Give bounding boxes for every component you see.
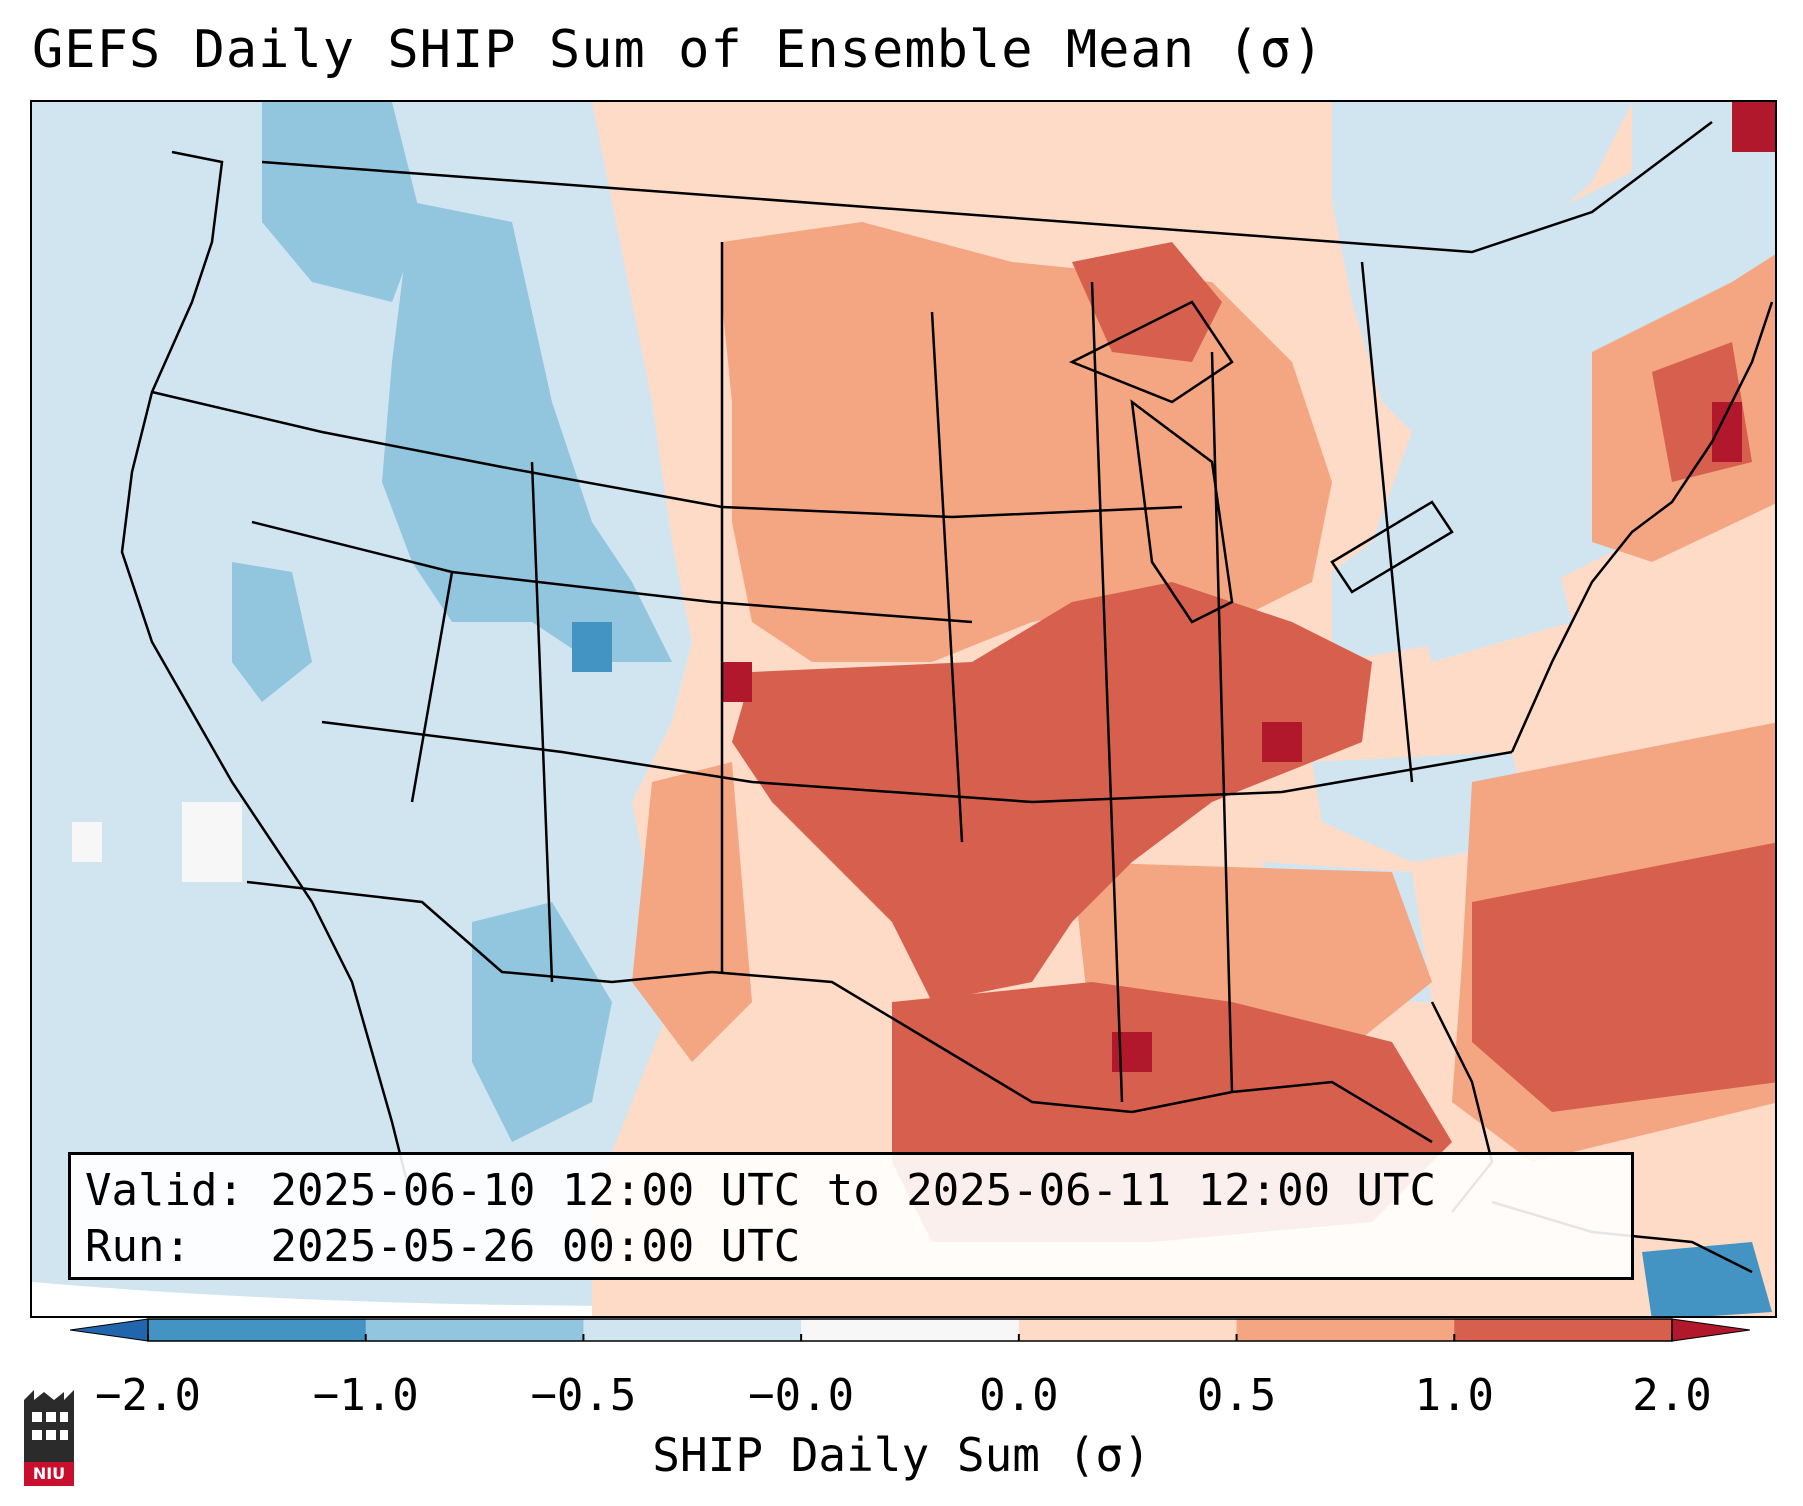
valid-value: 2025-06-10 12:00 UTC to 2025-06-11 12:00… (270, 1165, 1437, 1216)
colorbar-segment (148, 1319, 367, 1341)
lake-erie (1330, 500, 1454, 594)
colorbar-outline (147, 1318, 1673, 1342)
border-north (151, 390, 1183, 519)
pacific-coastline (120, 150, 414, 1203)
atlantic-coastline (1510, 301, 1774, 753)
colorbar-tick-label: 1.0 (1414, 1370, 1495, 1421)
nv-border (410, 571, 454, 803)
appalachian-border (1360, 261, 1414, 783)
field-blue-nw (262, 102, 422, 302)
field-blue-rockies (382, 202, 672, 662)
spot-blue-caribbean (1642, 1242, 1772, 1316)
colorbar-tick-label: 0.5 (1196, 1370, 1277, 1421)
lake-superior (1068, 300, 1234, 404)
colorbar-tick-label: 2.0 (1632, 1370, 1712, 1421)
valid-row: Valid: 2025-06-10 12:00 UTC to 2025-06-1… (85, 1163, 1617, 1219)
colorbar-segments (70, 1318, 1750, 1342)
plains-border-2 (930, 311, 964, 843)
colorbar-tick-label: −1.0 (312, 1370, 419, 1421)
patch-white-pacific-2 (72, 822, 102, 862)
field-blue-mexico (472, 902, 612, 1142)
colorbar-tick-label: 0.0 (979, 1370, 1059, 1421)
spot-blue-co (572, 622, 612, 672)
colorbar-segment (1236, 1319, 1455, 1341)
colorbar-segment (1018, 1319, 1238, 1341)
east-border (1210, 351, 1234, 1093)
colorbar-extend-low (70, 1318, 149, 1342)
colorbar-label: SHIP Daily Sum (σ) (652, 1428, 1151, 1482)
ms-river (1090, 281, 1124, 1103)
az-nm-border (530, 461, 554, 983)
field-ne-neutral (1332, 102, 1632, 432)
map-panel[interactable] (30, 100, 1777, 1318)
gulf-coastline (246, 880, 1433, 1144)
colorbar-segment (365, 1319, 584, 1341)
run-label: Run: (85, 1221, 191, 1272)
run-row: Run: 2025-05-26 00:00 UTC (85, 1219, 1617, 1275)
run-value: 2025-05-26 00:00 UTC (270, 1221, 801, 1272)
field-blue-nv (232, 562, 312, 702)
field-dark-red-central (732, 582, 1372, 1002)
lake-michigan (1130, 399, 1234, 624)
colorbar-extend-high (1671, 1318, 1750, 1342)
field-dark-red-superior (1072, 242, 1222, 362)
valid-label: Valid: (85, 1165, 244, 1216)
colorbar-tick-label: −0.0 (748, 1370, 855, 1421)
logo-text: NIU (32, 1464, 66, 1483)
border-mid (251, 520, 973, 624)
colorbar-tick-label: −0.5 (530, 1370, 637, 1421)
patch-white-pacific (182, 802, 242, 882)
boundaries (120, 121, 1774, 1274)
colorbar-segment (1454, 1319, 1673, 1341)
info-box: Valid: 2025-06-10 12:00 UTC to 2025-06-1… (68, 1152, 1634, 1280)
spot-deep-red-corner (1732, 102, 1775, 152)
niu-logo-icon (24, 1390, 74, 1486)
colorbar (70, 1318, 1750, 1342)
page-title: GEFS Daily SHIP Sum of Ensemble Mean (σ) (32, 20, 1325, 80)
map-canvas (32, 102, 1775, 1316)
field-dark-red-atlantic (1472, 842, 1775, 1112)
colorbar-segment (801, 1319, 1020, 1341)
spot-deep-red-ky (1262, 722, 1302, 762)
spot-deep-red-ks (722, 662, 752, 702)
canada-border (261, 121, 1713, 254)
field-pa-neutral (1402, 542, 1572, 662)
border-36n (321, 720, 1513, 804)
spot-deep-red-gulf (1112, 1032, 1152, 1072)
colorbar-tick-label: −2.0 (95, 1370, 201, 1421)
colorbar-segment (583, 1319, 802, 1341)
